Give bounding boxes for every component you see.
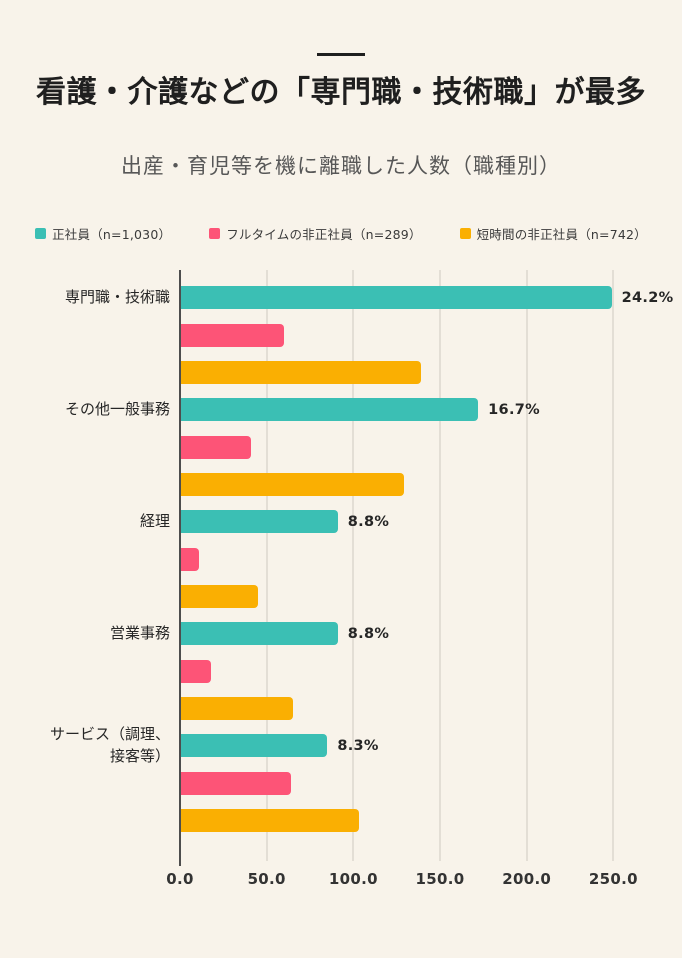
bar-series1-cat3 <box>180 659 212 683</box>
page-title: 看護・介護などの「専門職・技術職」が最多 <box>36 75 646 110</box>
value-label-cat4: 8.3% <box>337 737 379 754</box>
y-axis-line <box>179 270 181 866</box>
x-tick-label-200.0: 200.0 <box>502 870 552 888</box>
bar-series1-cat1 <box>180 435 252 459</box>
plot-area: 0.0 50.0 100.0 150.0 200.0 250.0 24.2% 16.7% 8.8… <box>166 270 673 888</box>
bar-series1-cat4 <box>180 771 291 795</box>
bar-series2-cat3 <box>180 697 293 720</box>
value-label-cat0: 24.2% <box>621 289 674 306</box>
legend-item-fulltime-hiseishain: フルタイムの非正社員（n=289） <box>209 224 421 243</box>
category-label-0: 専門職・技術職 <box>64 287 170 306</box>
x-tick-label-150.0: 150.0 <box>415 870 465 888</box>
legend-swatch-yellow-icon <box>459 228 471 239</box>
legend-label: フルタイムの非正社員（n=289） <box>226 227 422 242</box>
legend-item-seishain: 正社員（n=1,030） <box>35 224 171 243</box>
x-tick-label-100.0: 100.0 <box>328 870 378 888</box>
legend-label: 正社員（n=1,030） <box>52 227 172 242</box>
chart-legend: 正社員（n=1,030） フルタイムの非正社員（n=289） 短時間の非正社員（… <box>0 224 682 243</box>
legend-swatch-teal-icon <box>35 228 47 239</box>
gridline-x-200 <box>525 270 528 861</box>
legend-swatch-pink-icon <box>209 228 221 239</box>
bar-series1-cat2 <box>180 547 200 571</box>
category-label-2: 経理 <box>139 511 170 530</box>
value-label-cat3: 8.8% <box>347 625 390 642</box>
category-label-4: サービス（調理、 接客等） <box>49 724 170 765</box>
gridline-x-50 <box>265 270 268 861</box>
x-tick-label-250.0: 250.0 <box>588 870 638 888</box>
bar-series2-cat4 <box>180 809 359 832</box>
title-accent-line <box>317 53 365 56</box>
bar-chart: 0.0 50.0 100.0 150.0 200.0 250.0 24.2% 16.7% 8.8… <box>0 270 682 896</box>
value-label-cat1: 16.7% <box>488 401 540 418</box>
gridline-x-100 <box>352 270 355 861</box>
category-label-1: その他一般事務 <box>64 399 170 418</box>
bar-series0-cat1: 16.7% <box>180 398 540 421</box>
bar-series0-cat3: 8.8% <box>180 622 389 645</box>
chart-subtitle: 出産・育児等を機に離職した人数（職種別） <box>121 154 561 178</box>
bar-series0-cat4: 8.3% <box>180 734 378 757</box>
bar-series2-cat0 <box>180 361 421 384</box>
gridline-x-250 <box>612 270 615 861</box>
legend-label: 短時間の非正社員（n=742） <box>476 227 647 242</box>
bar-series2-cat1 <box>180 473 404 496</box>
bar-series1-cat0 <box>180 323 284 347</box>
bar-series2-cat2 <box>180 585 258 608</box>
value-label-cat2: 8.8% <box>347 513 390 530</box>
gridline-x-150 <box>439 270 442 861</box>
x-tick-label-0.0: 0.0 <box>166 870 194 888</box>
bar-series0-cat0: 24.2% <box>180 286 673 309</box>
x-tick-label-50.0: 50.0 <box>247 870 286 888</box>
bar-series0-cat2: 8.8% <box>180 510 389 533</box>
legend-item-shorttime-hiseishain: 短時間の非正社員（n=742） <box>459 224 647 243</box>
category-label-3: 営業事務 <box>109 623 170 642</box>
